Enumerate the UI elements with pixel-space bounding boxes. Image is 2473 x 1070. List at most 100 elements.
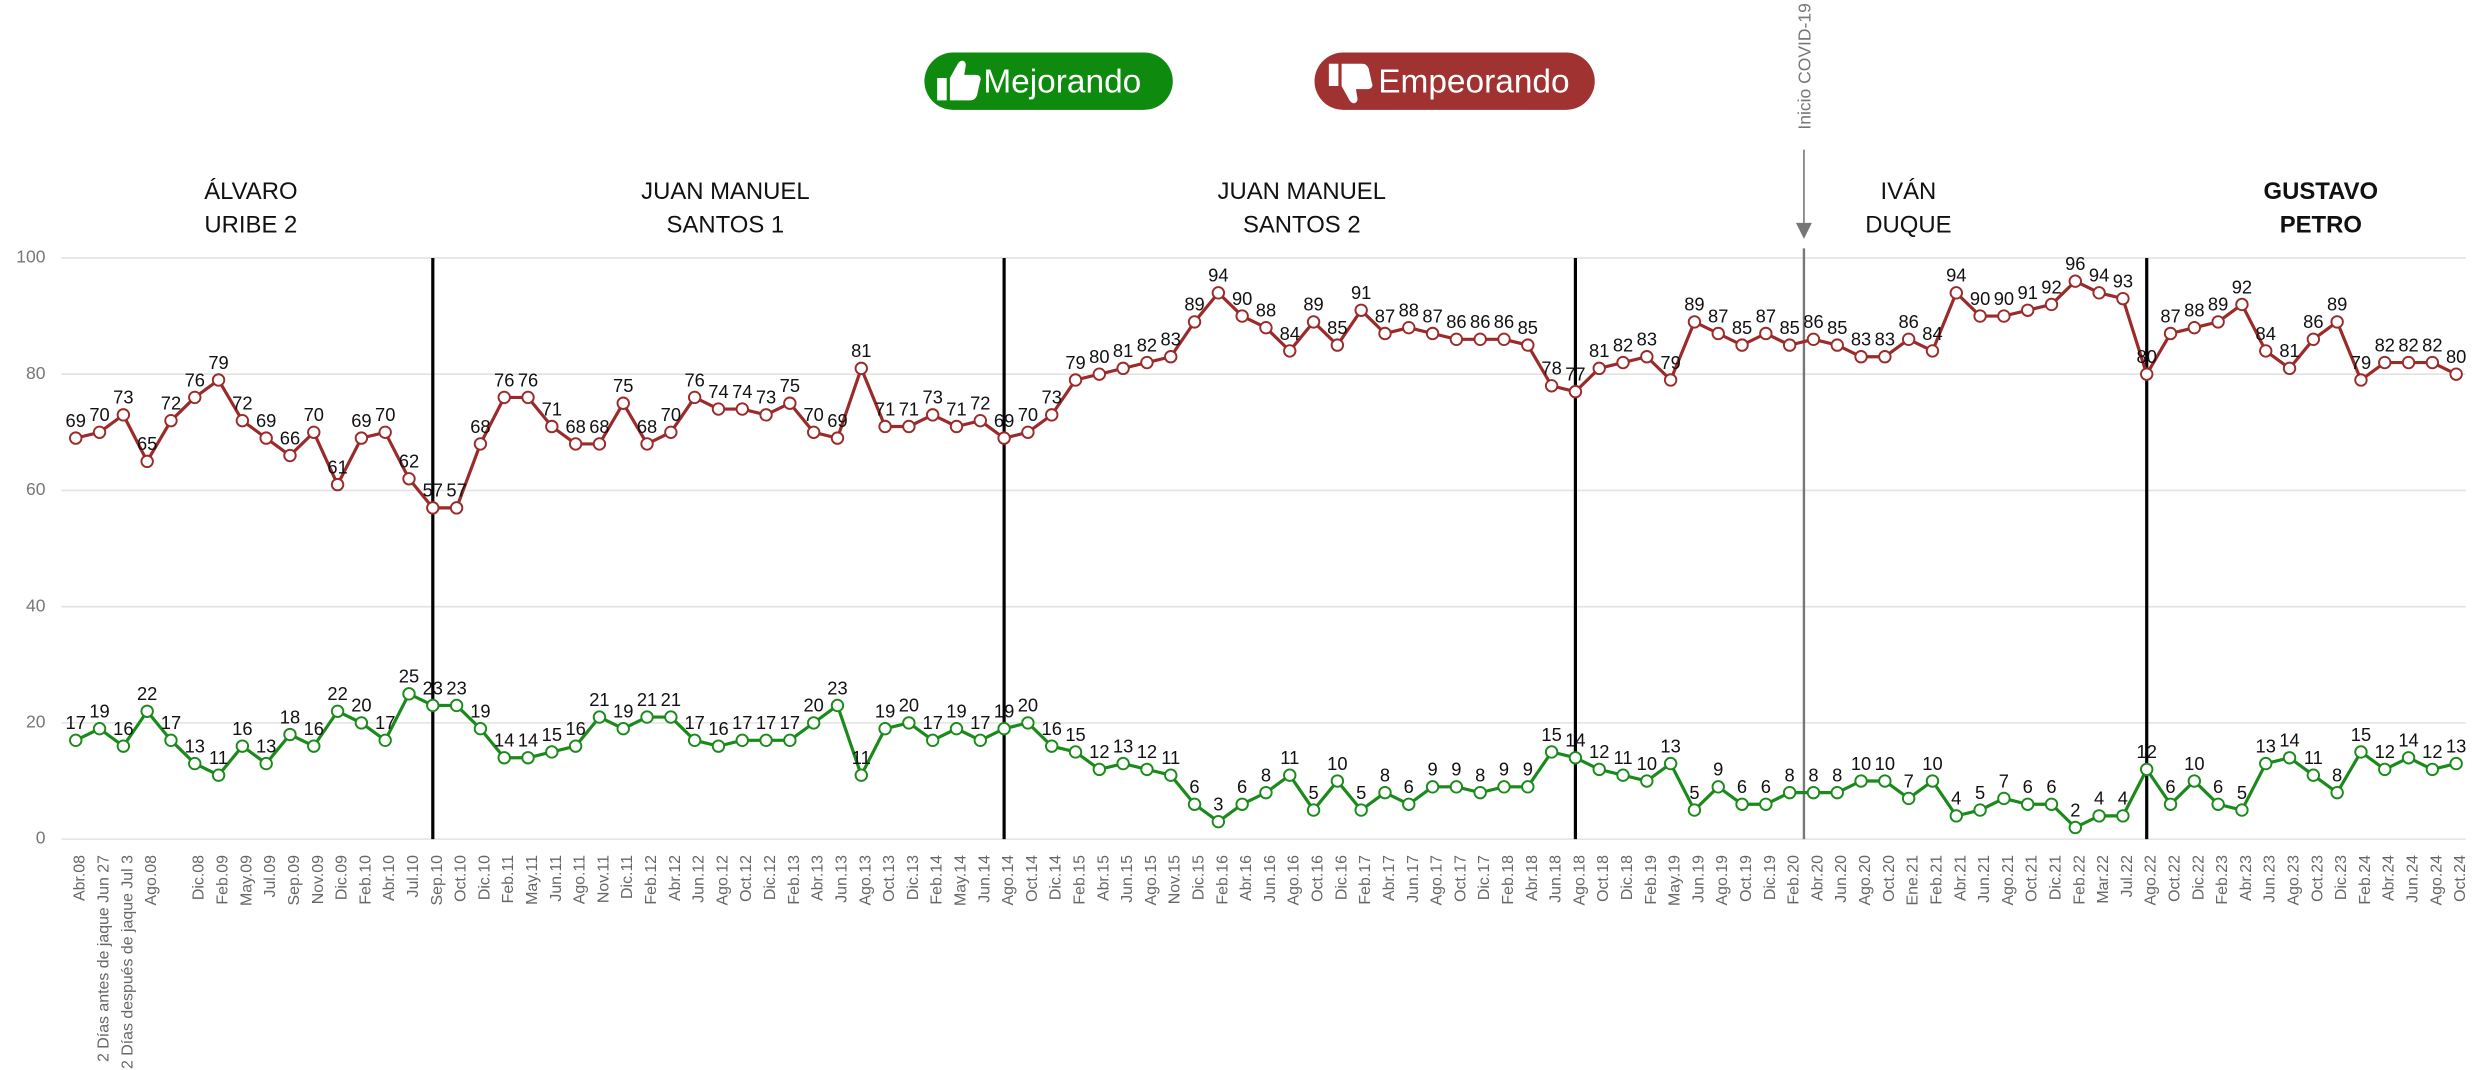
data-point: [1544, 379, 1559, 393]
data-point: [2068, 820, 2082, 835]
data-label: 16: [232, 718, 252, 739]
data-label: 70: [89, 404, 109, 425]
data-label: 9: [1713, 759, 1723, 780]
data-point: [1306, 315, 1321, 329]
data-point: [307, 425, 321, 439]
data-point: [997, 431, 1011, 445]
data-label: 70: [661, 404, 681, 425]
data-label: 15: [1065, 724, 1085, 745]
data-label: 5: [1975, 782, 1985, 803]
data-point: [1092, 367, 1107, 381]
data-label: 80: [2137, 346, 2157, 367]
data-point: [1354, 803, 1368, 817]
data-label: 68: [470, 416, 490, 437]
data-point: [330, 477, 345, 492]
data-point: [1306, 803, 1321, 817]
data-point: [1687, 315, 1702, 329]
data-point: [2211, 315, 2225, 329]
data-label: 85: [1827, 317, 1847, 338]
data-point: [687, 390, 702, 405]
data-point: [92, 425, 107, 439]
x-tick-label: Dic.09: [334, 855, 351, 900]
x-tick-label: Jun.12: [691, 855, 708, 903]
x-tick-label: Ago.15: [1143, 855, 1160, 906]
data-label: 87: [1422, 305, 1442, 326]
period-label: ÁLVARO: [204, 178, 297, 205]
x-tick-label: Ago.18: [1571, 855, 1588, 906]
data-point: [1544, 745, 1559, 759]
data-label: 68: [589, 416, 609, 437]
data-point: [1949, 809, 1963, 823]
data-label: 72: [161, 393, 181, 414]
data-point: [1878, 774, 1892, 788]
data-label: 94: [1946, 265, 1966, 286]
x-tick-label: Jun.15: [1119, 855, 1136, 903]
data-label: 73: [756, 387, 776, 408]
data-point: [2092, 809, 2106, 823]
data-point: [1021, 425, 1035, 439]
data-label: 19: [994, 701, 1014, 722]
data-label: 72: [232, 393, 252, 414]
y-tick-label: 60: [26, 479, 46, 499]
data-label: 5: [1689, 782, 1699, 803]
data-point: [1021, 716, 1035, 730]
x-tick-label: Oct.14: [1024, 855, 1041, 902]
data-label: 62: [399, 451, 419, 472]
data-point: [2068, 274, 2082, 288]
data-point: [211, 768, 226, 782]
data-label: 69: [256, 410, 276, 431]
data-label: 87: [2160, 305, 2180, 326]
data-point: [949, 419, 964, 434]
data-label: 14: [518, 730, 538, 751]
data-point: [926, 733, 940, 748]
data-label: 70: [375, 404, 395, 425]
x-tick-label: May.09: [238, 855, 255, 906]
x-tick-label: Dic.21: [2047, 855, 2064, 900]
data-point: [711, 739, 726, 753]
x-tick-label: Dic.12: [762, 855, 779, 900]
data-label: 94: [2089, 265, 2109, 286]
data-label: 15: [1541, 724, 1561, 745]
data-point: [283, 727, 297, 742]
data-label: 16: [565, 718, 585, 739]
data-label: 8: [1380, 764, 1390, 785]
data-label: 16: [1042, 718, 1062, 739]
data-label: 25: [399, 666, 419, 687]
y-tick-label: 0: [36, 828, 46, 848]
data-point: [2044, 297, 2059, 312]
data-label: 71: [542, 398, 562, 419]
data-label: 17: [780, 712, 800, 733]
data-label: 77: [1565, 363, 1585, 384]
x-tick-label: Feb.10: [357, 855, 374, 905]
data-label: 23: [423, 677, 443, 698]
x-tick-label: Dic.23: [2333, 855, 2350, 900]
data-label: 18: [280, 706, 300, 727]
data-point: [1449, 780, 1464, 794]
data-label: 12: [1137, 741, 1157, 762]
data-point: [1806, 332, 1821, 346]
data-label: 9: [1523, 759, 1533, 780]
data-point: [2163, 797, 2178, 811]
x-tick-label: Sep.09: [286, 855, 303, 906]
data-point: [640, 437, 654, 451]
x-tick-label: Dic.19: [1762, 855, 1779, 900]
data-point: [687, 733, 702, 748]
data-label: 17: [970, 712, 990, 733]
data-point: [1973, 803, 1987, 817]
data-point: [1140, 355, 1154, 370]
data-label: 20: [1018, 695, 1038, 716]
data-label: 17: [923, 712, 943, 733]
data-label: 68: [637, 416, 657, 437]
data-label: 66: [280, 427, 300, 448]
x-tick-label: Feb.23: [2214, 855, 2231, 905]
data-label: 21: [661, 689, 681, 710]
data-point: [592, 437, 607, 451]
data-label: 15: [542, 724, 562, 745]
period-label: JUAN MANUEL: [641, 178, 809, 205]
period-label: GUSTAVO: [2264, 178, 2379, 205]
x-tick-label: Jun.14: [976, 855, 993, 903]
data-point: [664, 425, 678, 439]
period-label: IVÁN: [1881, 178, 1937, 205]
